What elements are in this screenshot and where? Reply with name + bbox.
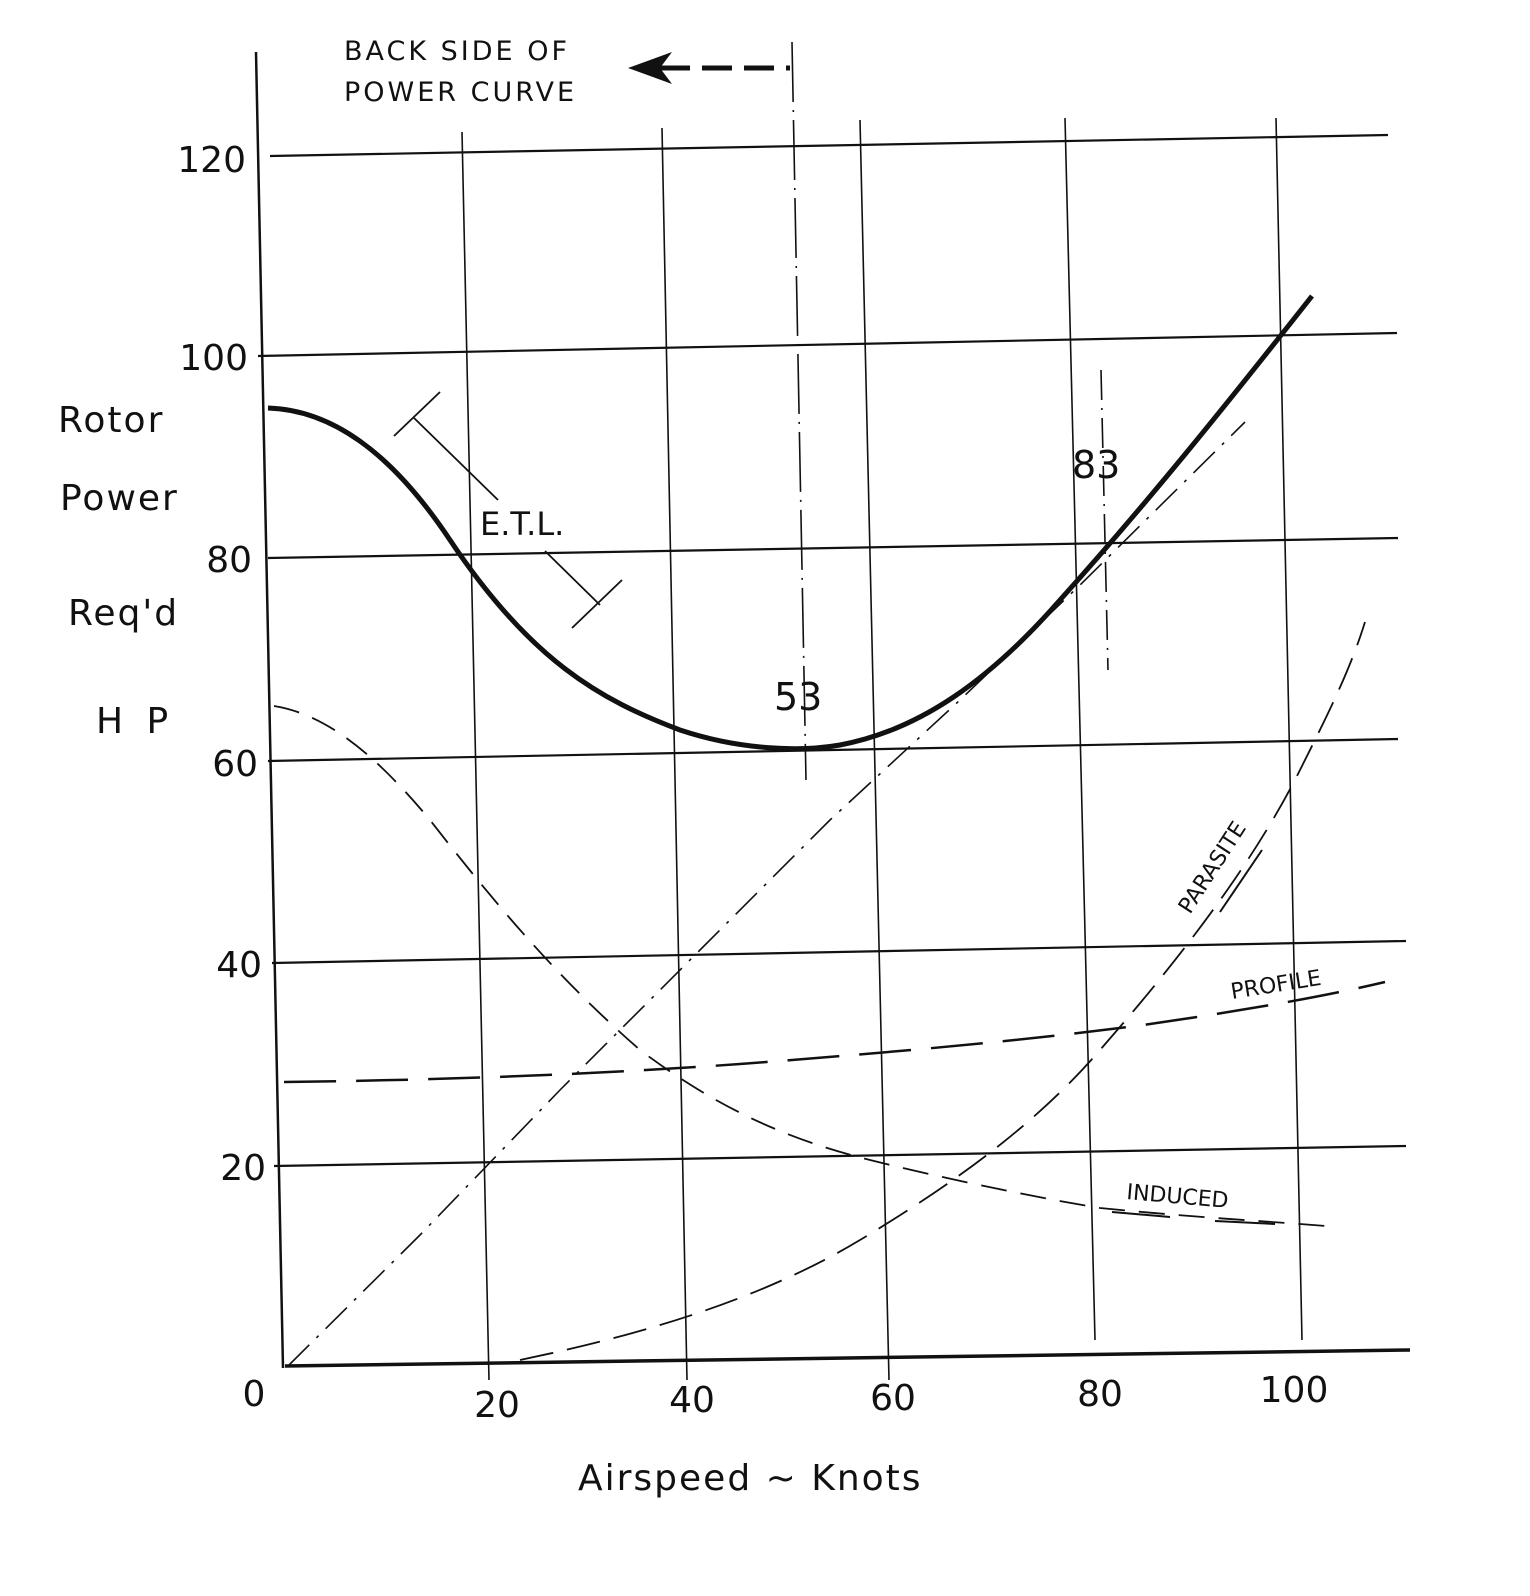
y-axis-title-rotor: Rotor — [58, 400, 164, 441]
parasite-label: PARASITE — [1174, 817, 1252, 918]
y-tick-60: 60 — [212, 744, 258, 785]
back-side-label-line1: BACK SIDE OF — [344, 36, 570, 67]
back-side-label-line2: POWER CURVE — [344, 77, 577, 108]
curves — [267, 294, 1386, 1367]
profile-curve — [283, 980, 1386, 1084]
x-axis-title: Airspeed ~ Knots — [578, 1458, 923, 1499]
vertical-gridlines — [254, 41, 1303, 1381]
etl-bracket — [393, 391, 623, 629]
y-tick-40: 40 — [216, 945, 262, 986]
y-tick-20: 20 — [220, 1148, 266, 1189]
induced-label: INDUCED — [1125, 1180, 1229, 1214]
y-axis-title-hp: H P — [96, 701, 174, 742]
horizontal-gridlines — [257, 133, 1411, 1368]
y-tick-80: 80 — [206, 540, 252, 581]
parasite-plus-induced-line — [287, 421, 1246, 1367]
x-tick-100: 100 — [1260, 1370, 1329, 1411]
total-power-curve — [267, 294, 1314, 752]
back-side-arrow — [628, 52, 790, 84]
x-tick-20: 20 — [474, 1385, 520, 1426]
etl-label: E.T.L. — [480, 505, 564, 543]
parasite-curve — [519, 621, 1366, 1361]
min-power-speed-label: 53 — [774, 675, 822, 719]
y-tick-100: 100 — [179, 338, 248, 379]
label-underlines — [1111, 849, 1276, 1225]
x-tick-60: 60 — [870, 1378, 916, 1419]
y-axis-title-reqd: Req'd — [68, 593, 179, 634]
x-tick-0: 0 — [243, 1374, 266, 1415]
y-axis-title-power: Power — [60, 478, 179, 519]
x-tick-80: 80 — [1077, 1374, 1123, 1415]
y-tick-labels: 120 100 80 60 40 20 — [177, 140, 266, 1189]
y-tick-120: 120 — [177, 140, 246, 181]
x-tick-labels: 0 20 40 60 80 100 — [243, 1370, 1329, 1426]
max-range-speed-label: 83 — [1072, 443, 1120, 487]
induced-curve — [273, 705, 1339, 1228]
x-tick-40: 40 — [669, 1380, 715, 1421]
